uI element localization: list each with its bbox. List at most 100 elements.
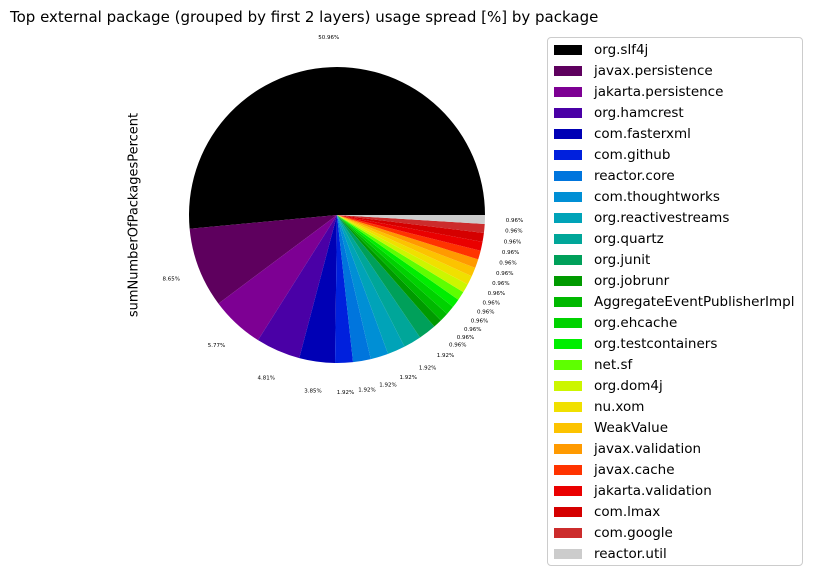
pie-slice (337, 215, 464, 300)
pie-slice (337, 215, 405, 354)
chart-title: Top external package (grouped by first 2… (10, 8, 599, 26)
legend-swatch (554, 129, 582, 139)
legend-swatch (554, 87, 582, 97)
legend: org.slf4j javax.persistence jakarta.persis… (547, 37, 803, 566)
legend-label: jakarta.persistence (594, 84, 724, 100)
pie-percent-label: 0.96% (471, 319, 488, 325)
legend-entry: com.fasterxml (554, 125, 691, 143)
legend-label: com.google (594, 525, 673, 541)
legend-label: com.fasterxml (594, 126, 691, 142)
legend-entry: jakarta.persistence (554, 83, 723, 101)
pie-percent-label: 0.96% (506, 218, 523, 224)
pie-slice (337, 215, 483, 251)
legend-swatch (554, 318, 582, 328)
pie-percent-label: 0.96% (492, 281, 509, 287)
legend-entry: net.sf (554, 356, 632, 374)
pie-percent-label: 1.92% (400, 375, 417, 381)
pie-slice (218, 215, 337, 341)
pie-percent-label: 1.92% (437, 353, 454, 359)
pie-slice (299, 215, 337, 363)
pie-percent-label: 0.96% (488, 291, 505, 297)
legend-entry: org.quartz (554, 230, 664, 248)
pie-percent-label: 1.92% (337, 390, 354, 396)
pie-slice (337, 215, 421, 347)
legend-swatch (554, 192, 582, 202)
pie-percent-label: 3.85% (304, 389, 321, 395)
pie-slice (337, 215, 435, 338)
legend-label: jakarta.validation (594, 483, 712, 499)
legend-swatch (554, 297, 582, 307)
legend-label: WeakValue (594, 420, 669, 436)
pie-slice (337, 215, 468, 293)
pie-slice (337, 215, 453, 314)
pie-percent-label: 1.92% (358, 388, 375, 394)
legend-label: org.quartz (594, 231, 664, 247)
legend-entry: com.thoughtworks (554, 188, 720, 206)
legend-label: reactor.core (594, 168, 675, 184)
pie-slices (189, 67, 486, 364)
legend-label: org.slf4j (594, 42, 649, 58)
legend-entry: nu.xom (554, 398, 644, 416)
pie-percent-label: 0.96% (496, 271, 513, 277)
legend-label: org.testcontainers (594, 336, 718, 352)
legend-entry: reactor.util (554, 545, 667, 563)
legend-swatch (554, 339, 582, 349)
legend-swatch (554, 276, 582, 286)
legend-entry: org.dom4j (554, 377, 663, 395)
pie-percent-label: 4.81% (257, 375, 274, 381)
legend-label: net.sf (594, 357, 633, 373)
legend-entry: javax.validation (554, 440, 701, 458)
legend-entry: org.ehcache (554, 314, 677, 332)
legend-swatch (554, 234, 582, 244)
pie-percent-label: 1.92% (379, 383, 396, 389)
pie-percent-label: 0.96% (477, 310, 494, 316)
pie-slice (189, 215, 337, 304)
legend-swatch (554, 213, 582, 223)
pie-percent-label: 0.96% (449, 343, 466, 349)
legend-entry: org.junit (554, 251, 650, 269)
legend-swatch (554, 444, 582, 454)
legend-entry: org.hamcrest (554, 104, 684, 122)
legend-label: com.thoughtworks (594, 189, 720, 205)
pie-chart: 50.96%8.65%5.77%4.81%3.85% 1.92% 1.92%1.92… (162, 35, 523, 396)
legend-swatch (554, 549, 582, 559)
pie-slice (337, 215, 476, 277)
legend-entry: javax.persistence (554, 62, 713, 80)
pie-slice (189, 67, 486, 229)
pie-percent-label: 1.92% (419, 365, 436, 371)
pie-percent-label: 5.77% (208, 343, 225, 349)
legend-swatch (554, 486, 582, 496)
pie-slice (337, 215, 485, 225)
legend-label: com.github (594, 147, 671, 163)
pie-slice (337, 215, 481, 260)
legend-entry: jakarta.validation (554, 482, 712, 500)
legend-entry: com.lmax (554, 503, 660, 521)
pie-percent-label: 0.96% (483, 300, 500, 306)
legend-label: org.hamcrest (594, 105, 684, 121)
pie-slice (337, 215, 371, 363)
legend-entry: com.github (554, 146, 670, 164)
legend-entry: org.slf4j (554, 41, 648, 59)
legend-label: javax.persistence (594, 63, 713, 79)
legend-label: org.reactivestreams (594, 210, 730, 226)
legend-label: reactor.util (594, 546, 667, 562)
legend-label: nu.xom (594, 399, 645, 415)
legend-swatch (554, 171, 582, 181)
legend-entry: org.testcontainers (554, 335, 717, 353)
legend-swatch (554, 381, 582, 391)
legend-swatch (554, 360, 582, 370)
pie-percent-label: 0.96% (464, 327, 481, 333)
legend-label: org.dom4j (594, 378, 663, 394)
legend-swatch (554, 507, 582, 517)
pie-percent-label: 0.96% (499, 261, 516, 267)
legend-swatch (554, 255, 582, 265)
legend-swatch (554, 66, 582, 76)
pie-percent-label: 0.96% (504, 239, 521, 245)
pie-slice (337, 215, 479, 268)
pie-slice (337, 215, 389, 360)
legend-entry: reactor.core (554, 167, 675, 185)
legend-entry: javax.cache (554, 461, 675, 479)
legend-label: javax.validation (594, 441, 702, 457)
legend-entry: WeakValue (554, 419, 668, 437)
pie-slice (337, 215, 459, 307)
